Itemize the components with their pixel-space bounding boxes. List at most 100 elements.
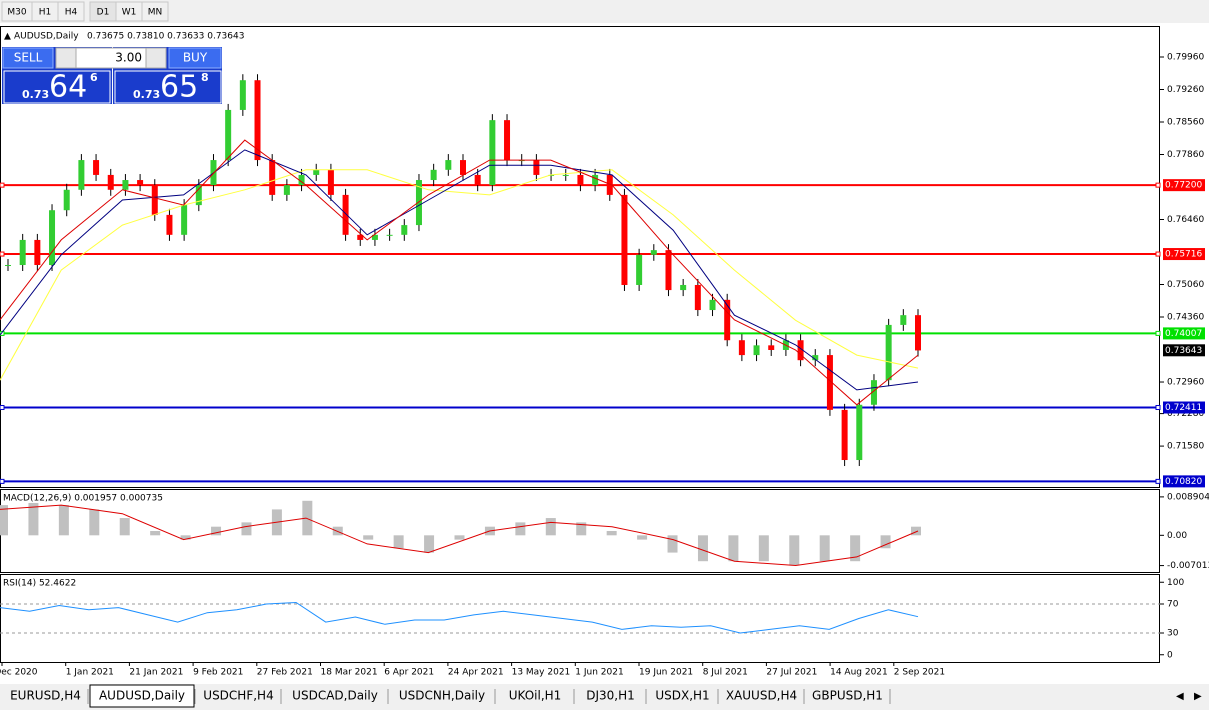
candle <box>812 355 819 361</box>
candle <box>386 234 393 236</box>
price-tick-label: 0.74360 <box>1167 313 1204 323</box>
tab-scroll[interactable]: ◀ <box>1176 691 1184 702</box>
tab-label[interactable]: XAUUSD,H4 <box>726 689 797 703</box>
candle <box>562 174 569 176</box>
price-box[interactable] <box>3 70 111 104</box>
volume-up[interactable] <box>145 47 167 69</box>
volume-down[interactable] <box>55 47 77 69</box>
candle <box>357 234 364 240</box>
candle <box>474 174 481 186</box>
macd-bar <box>454 535 465 540</box>
tab-label[interactable]: USDCNH,Daily <box>399 689 485 703</box>
tab-label[interactable]: UKOil,H1 <box>509 689 562 703</box>
timeframe-label[interactable]: W1 <box>122 8 137 18</box>
macd-bar <box>576 522 587 536</box>
tab[interactable] <box>647 686 718 708</box>
candle <box>694 284 701 311</box>
buy-button[interactable] <box>168 47 222 69</box>
macd-bar <box>911 526 921 536</box>
tab[interactable] <box>805 686 890 708</box>
candle <box>606 174 613 195</box>
tab-label[interactable]: DJ30,H1 <box>586 689 635 703</box>
price-big[interactable]: 65 <box>160 70 198 105</box>
tab[interactable] <box>196 686 281 708</box>
sell-label[interactable]: SELL <box>14 51 43 65</box>
tab-label[interactable]: EURUSD,H4 <box>10 689 81 703</box>
candle <box>870 380 877 405</box>
price-big[interactable]: 64 <box>49 70 87 105</box>
macd-bar <box>667 535 678 553</box>
rsi-tick-label: 30 <box>1167 629 1179 639</box>
candle <box>856 404 863 461</box>
tab[interactable] <box>282 686 388 708</box>
tab-label[interactable]: AUDUSD,Daily <box>99 689 185 703</box>
tab-label[interactable]: USDCAD,Daily <box>292 689 378 703</box>
level-tag <box>1163 475 1205 488</box>
candle <box>885 324 892 381</box>
date-label: 8 Jul 2021 <box>703 668 748 678</box>
price-tick-label: 0.79960 <box>1167 52 1204 62</box>
macd-bar <box>58 505 69 536</box>
level-tag-label: 0.74007 <box>1165 329 1202 339</box>
tab-label[interactable]: GBPUSD,H1 <box>812 689 883 703</box>
volume-value[interactable]: 3.00 <box>115 51 142 65</box>
candle <box>724 299 731 341</box>
price-box[interactable] <box>114 70 222 104</box>
symbol: AUDUSD,Daily <box>14 32 79 42</box>
level-handle <box>0 405 5 411</box>
tab[interactable] <box>719 686 804 708</box>
level-handle <box>0 330 5 336</box>
candle <box>401 225 408 235</box>
candle <box>753 345 760 356</box>
macd-bar <box>697 535 708 562</box>
timeframe-button[interactable] <box>141 1 169 22</box>
timeframe-label[interactable]: H4 <box>65 8 78 18</box>
rsi-tick-label: 70 <box>1167 600 1179 610</box>
candle <box>122 180 129 190</box>
candle <box>826 355 833 410</box>
price-small[interactable]: 8 <box>201 71 209 84</box>
candle <box>93 160 100 175</box>
macd-bar <box>424 535 435 553</box>
rsi-tick-label: 0 <box>1167 650 1173 660</box>
candle <box>49 210 56 266</box>
macd-bar <box>241 522 252 536</box>
tab-scroll[interactable]: ▶ <box>1194 691 1202 702</box>
level-handle <box>1155 405 1161 411</box>
rsi-line <box>0 601 919 634</box>
buy-label[interactable]: BUY <box>183 51 208 65</box>
date-label: 24 Apr 2021 <box>448 668 504 678</box>
tab[interactable] <box>3 686 88 708</box>
macd-bar <box>819 535 830 562</box>
date-label: 27 Jul 2021 <box>766 668 817 678</box>
candle <box>709 299 716 311</box>
macd-bar <box>789 535 800 566</box>
date-label: 22 Dec 2020 <box>0 668 38 678</box>
tab[interactable] <box>389 686 495 708</box>
timeframe-button[interactable] <box>57 1 85 22</box>
timeframe-label[interactable]: D1 <box>97 8 110 18</box>
price-tick-label: 0.79260 <box>1167 85 1204 95</box>
price-prefix[interactable]: 0.73 <box>133 88 160 101</box>
candle <box>283 185 290 195</box>
candle <box>181 205 188 235</box>
candle <box>78 160 85 190</box>
price-prefix[interactable]: 0.73 <box>22 88 49 101</box>
tab[interactable] <box>496 686 574 708</box>
tab[interactable] <box>575 686 646 708</box>
macd-bar <box>28 502 39 536</box>
date-label: 14 Aug 2021 <box>830 668 888 678</box>
timeframe-label[interactable]: MN <box>148 8 163 18</box>
price-small[interactable]: 6 <box>90 71 98 84</box>
macd-bar <box>180 535 191 540</box>
candle <box>504 120 511 161</box>
sell-button[interactable] <box>2 47 54 69</box>
level-handle <box>0 478 5 484</box>
tab-label[interactable]: USDCHF,H4 <box>203 689 273 703</box>
candle <box>19 239 26 266</box>
tab[interactable] <box>89 684 195 708</box>
timeframe-label[interactable]: M30 <box>7 8 26 18</box>
timeframe-label[interactable]: H1 <box>39 8 52 18</box>
tab-label[interactable]: USDX,H1 <box>655 689 709 703</box>
